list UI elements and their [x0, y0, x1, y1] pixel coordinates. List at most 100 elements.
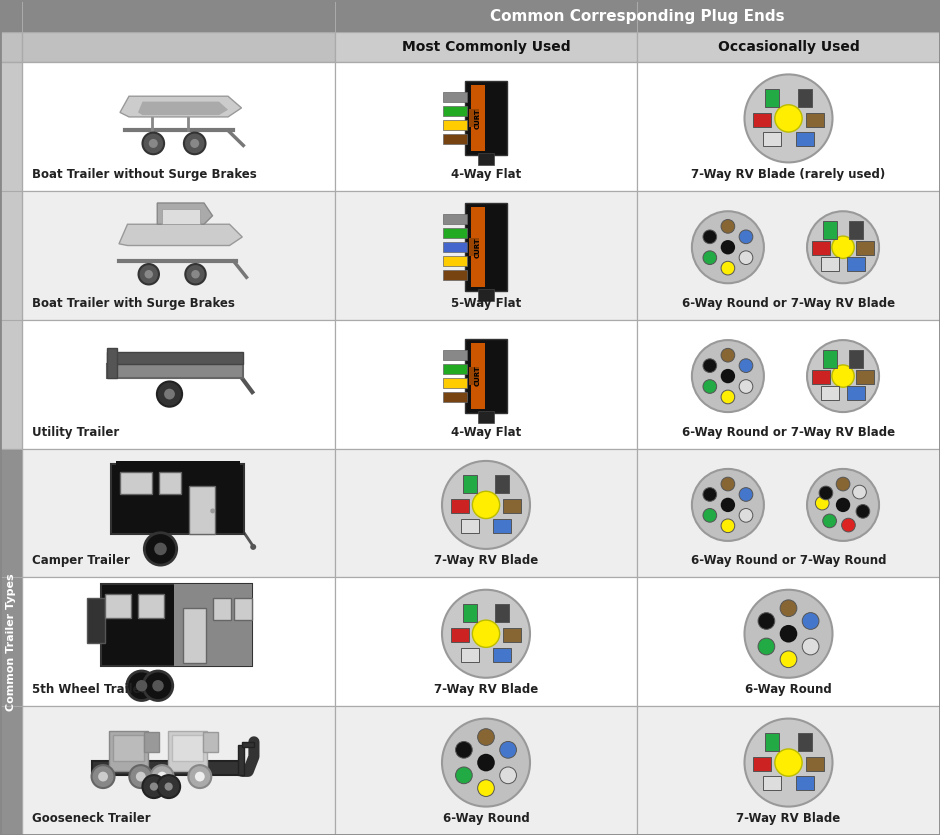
- Text: 6-Way Round: 6-Way Round: [443, 812, 529, 825]
- Circle shape: [164, 388, 175, 399]
- Bar: [503, 628, 522, 642]
- Circle shape: [744, 74, 833, 163]
- Bar: [443, 378, 467, 388]
- Text: 6-Way Round or 7-Way RV Blade: 6-Way Round or 7-Way RV Blade: [682, 426, 895, 438]
- Bar: [238, 745, 244, 775]
- Bar: [22, 62, 335, 191]
- Circle shape: [721, 261, 735, 275]
- Bar: [443, 93, 467, 103]
- Circle shape: [164, 782, 173, 791]
- Circle shape: [703, 359, 716, 372]
- Circle shape: [692, 469, 764, 541]
- Text: Boat Trailer without Surge Brakes: Boat Trailer without Surge Brakes: [32, 168, 257, 181]
- Bar: [850, 221, 863, 240]
- Bar: [503, 499, 522, 514]
- Circle shape: [739, 359, 753, 372]
- Bar: [812, 370, 830, 384]
- Circle shape: [143, 133, 164, 154]
- Bar: [821, 386, 838, 400]
- Circle shape: [775, 104, 802, 132]
- Bar: [443, 134, 467, 144]
- Bar: [159, 472, 181, 494]
- Bar: [796, 777, 814, 791]
- Bar: [243, 741, 254, 746]
- Circle shape: [721, 220, 735, 233]
- Bar: [462, 475, 477, 493]
- Circle shape: [478, 729, 494, 746]
- Bar: [465, 82, 507, 155]
- Polygon shape: [120, 96, 242, 117]
- Bar: [92, 761, 244, 775]
- Circle shape: [478, 754, 494, 772]
- Circle shape: [853, 485, 867, 498]
- Bar: [101, 584, 252, 665]
- Bar: [111, 464, 244, 534]
- Circle shape: [154, 543, 166, 555]
- Circle shape: [157, 772, 167, 782]
- Circle shape: [442, 461, 530, 549]
- Text: 7-Way RV Blade: 7-Way RV Blade: [736, 812, 840, 825]
- Circle shape: [456, 741, 472, 758]
- Circle shape: [739, 509, 753, 522]
- Circle shape: [739, 488, 753, 501]
- Bar: [763, 777, 781, 791]
- Bar: [471, 343, 485, 409]
- Circle shape: [703, 509, 716, 522]
- Circle shape: [703, 250, 716, 265]
- Text: Most Commonly Used: Most Commonly Used: [401, 40, 571, 54]
- Bar: [765, 733, 779, 751]
- Bar: [443, 120, 467, 130]
- Text: Camper Trailer: Camper Trailer: [32, 554, 130, 567]
- Circle shape: [837, 477, 850, 491]
- Bar: [168, 731, 207, 771]
- Circle shape: [721, 498, 735, 512]
- Bar: [495, 475, 509, 493]
- Circle shape: [703, 488, 716, 501]
- Bar: [335, 62, 637, 191]
- Circle shape: [721, 477, 735, 491]
- Text: 7-Way RV Blade (rarely used): 7-Way RV Blade (rarely used): [692, 168, 885, 181]
- Circle shape: [692, 211, 764, 283]
- Bar: [137, 594, 164, 618]
- Text: Common Corresponding Plug Ends: Common Corresponding Plug Ends: [490, 8, 785, 23]
- Bar: [443, 271, 467, 281]
- Circle shape: [188, 765, 212, 788]
- Circle shape: [721, 369, 735, 383]
- Bar: [335, 191, 637, 320]
- Bar: [175, 584, 252, 665]
- Circle shape: [195, 772, 205, 782]
- Text: CURT: CURT: [475, 108, 481, 129]
- Bar: [234, 598, 252, 620]
- Bar: [443, 364, 467, 374]
- Circle shape: [703, 380, 716, 393]
- Circle shape: [500, 741, 516, 758]
- Text: 7-Way RV Blade: 7-Way RV Blade: [434, 554, 538, 567]
- Bar: [637, 62, 940, 191]
- Circle shape: [442, 590, 530, 678]
- Circle shape: [692, 340, 764, 412]
- Circle shape: [136, 680, 148, 691]
- Text: Utility Trailer: Utility Trailer: [32, 426, 119, 438]
- Bar: [443, 350, 467, 360]
- Bar: [461, 648, 478, 661]
- Polygon shape: [119, 225, 243, 245]
- Bar: [106, 348, 117, 378]
- Circle shape: [807, 340, 879, 412]
- Bar: [637, 191, 940, 320]
- Circle shape: [744, 590, 833, 678]
- Text: Common Trailer Types: Common Trailer Types: [6, 573, 16, 711]
- Bar: [22, 706, 335, 835]
- Bar: [0, 62, 22, 448]
- Bar: [182, 608, 206, 663]
- Circle shape: [802, 638, 819, 655]
- Bar: [821, 257, 838, 271]
- Bar: [172, 735, 203, 761]
- Bar: [116, 461, 240, 469]
- Circle shape: [211, 509, 215, 514]
- Bar: [213, 598, 231, 620]
- Circle shape: [807, 211, 879, 283]
- Bar: [120, 472, 151, 494]
- Circle shape: [143, 775, 165, 798]
- Bar: [855, 370, 873, 384]
- Circle shape: [250, 544, 257, 550]
